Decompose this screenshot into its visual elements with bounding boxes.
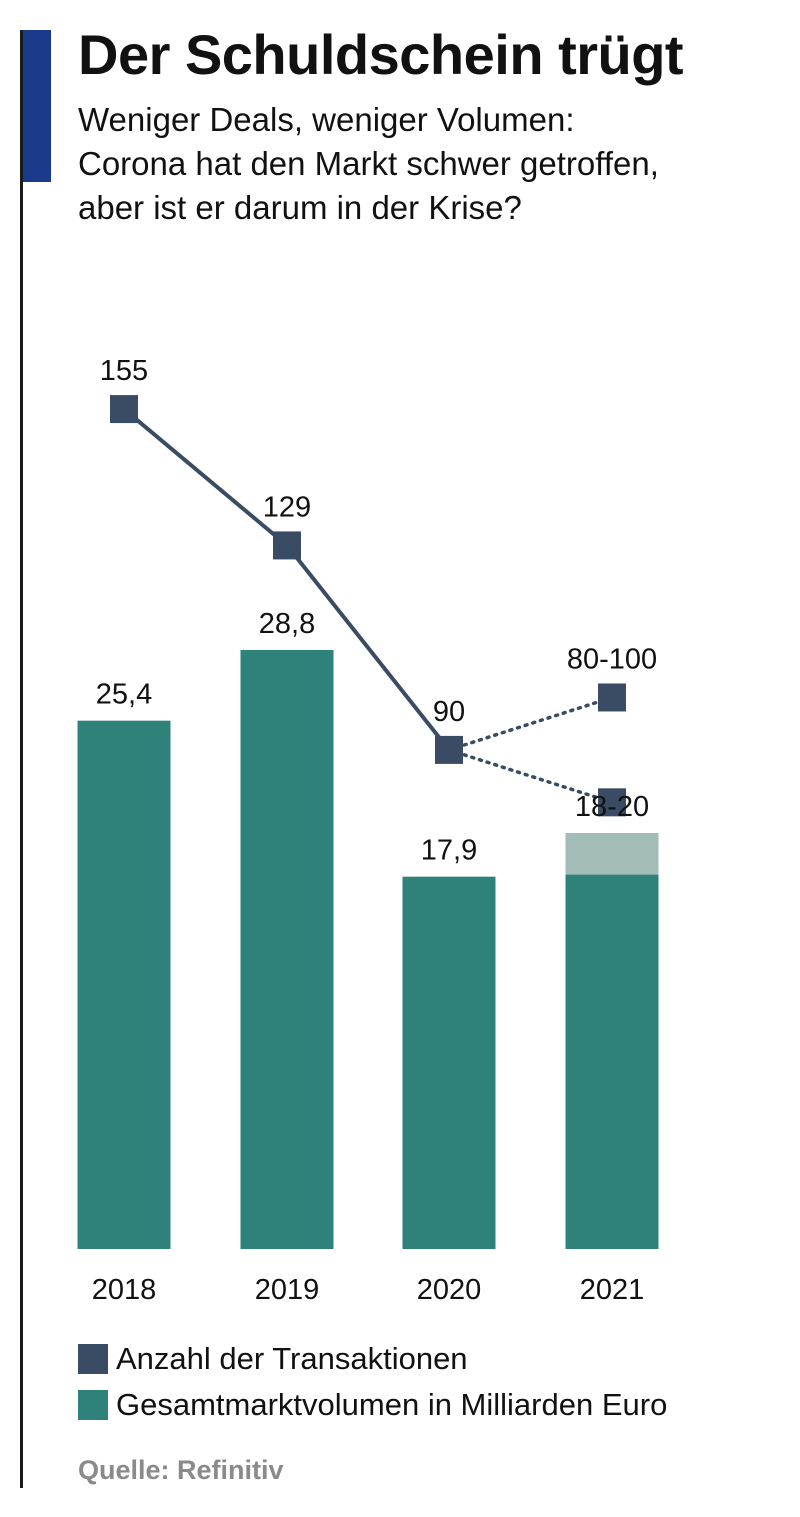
bar-2021 [565, 874, 659, 1249]
transactions-marker-2019 [273, 531, 301, 560]
left-rule [20, 30, 23, 1488]
bar-value-label-2018: 25,4 [96, 679, 152, 711]
transactions-marker-2020 [435, 735, 463, 764]
source-note: Quelle: Refinitiv [78, 1455, 284, 1485]
transactions-label-2021: 80-100 [567, 643, 657, 675]
bars-layer [77, 649, 659, 1249]
legend-swatch-transactions [78, 1344, 108, 1374]
chart-title: Der Schuldschein trügt [78, 23, 684, 86]
transactions-marker-2018 [110, 395, 138, 424]
x-tick-label-2018: 2018 [92, 1274, 157, 1306]
transactions-label-2019: 129 [263, 491, 311, 523]
transactions-label-2018: 155 [100, 355, 148, 387]
title-accent-bar [23, 30, 51, 182]
chart-subtitle: Weniger Deals, weniger Volumen: Corona h… [78, 101, 659, 226]
legend: Anzahl der Transaktionen Gesamtmarktvolu… [78, 1336, 667, 1428]
legend-item-volume: Gesamtmarktvolumen in Milliarden Euro [78, 1382, 667, 1428]
transactions-label-2020: 90 [433, 696, 465, 728]
bar-2019 [240, 649, 334, 1249]
bar-value-label-2020: 17,9 [421, 835, 477, 867]
transactions-marker-2021 [598, 683, 626, 712]
legend-item-transactions: Anzahl der Transaktionen [78, 1336, 667, 1382]
transactions-marker-low-2021 [598, 788, 626, 817]
bar-range-2021 [565, 833, 659, 875]
bar-value-label-2019: 28,8 [259, 608, 315, 640]
labels-layer: 25,4 2018 28,8 2019 17,9 2020 18-20 2021 155 129 9… [92, 355, 657, 1306]
bar-2020 [402, 876, 496, 1249]
line-layer [110, 395, 626, 817]
combo-chart: 25,4 2018 28,8 2019 17,9 2020 18-20 2021 155 129 9… [77, 355, 659, 1306]
bar-2018 [77, 720, 171, 1249]
x-tick-label-2021: 2021 [580, 1274, 645, 1306]
legend-label-transactions: Anzahl der Transaktionen [116, 1341, 468, 1376]
x-tick-label-2020: 2020 [417, 1274, 482, 1306]
x-tick-label-2019: 2019 [255, 1274, 320, 1306]
transactions-projection-low [447, 748, 614, 805]
legend-swatch-volume [78, 1390, 108, 1420]
legend-label-volume: Gesamtmarktvolumen in Milliarden Euro [116, 1387, 668, 1422]
bar-value-label-2021: 18-20 [575, 791, 649, 823]
transactions-projection-high [447, 695, 614, 752]
